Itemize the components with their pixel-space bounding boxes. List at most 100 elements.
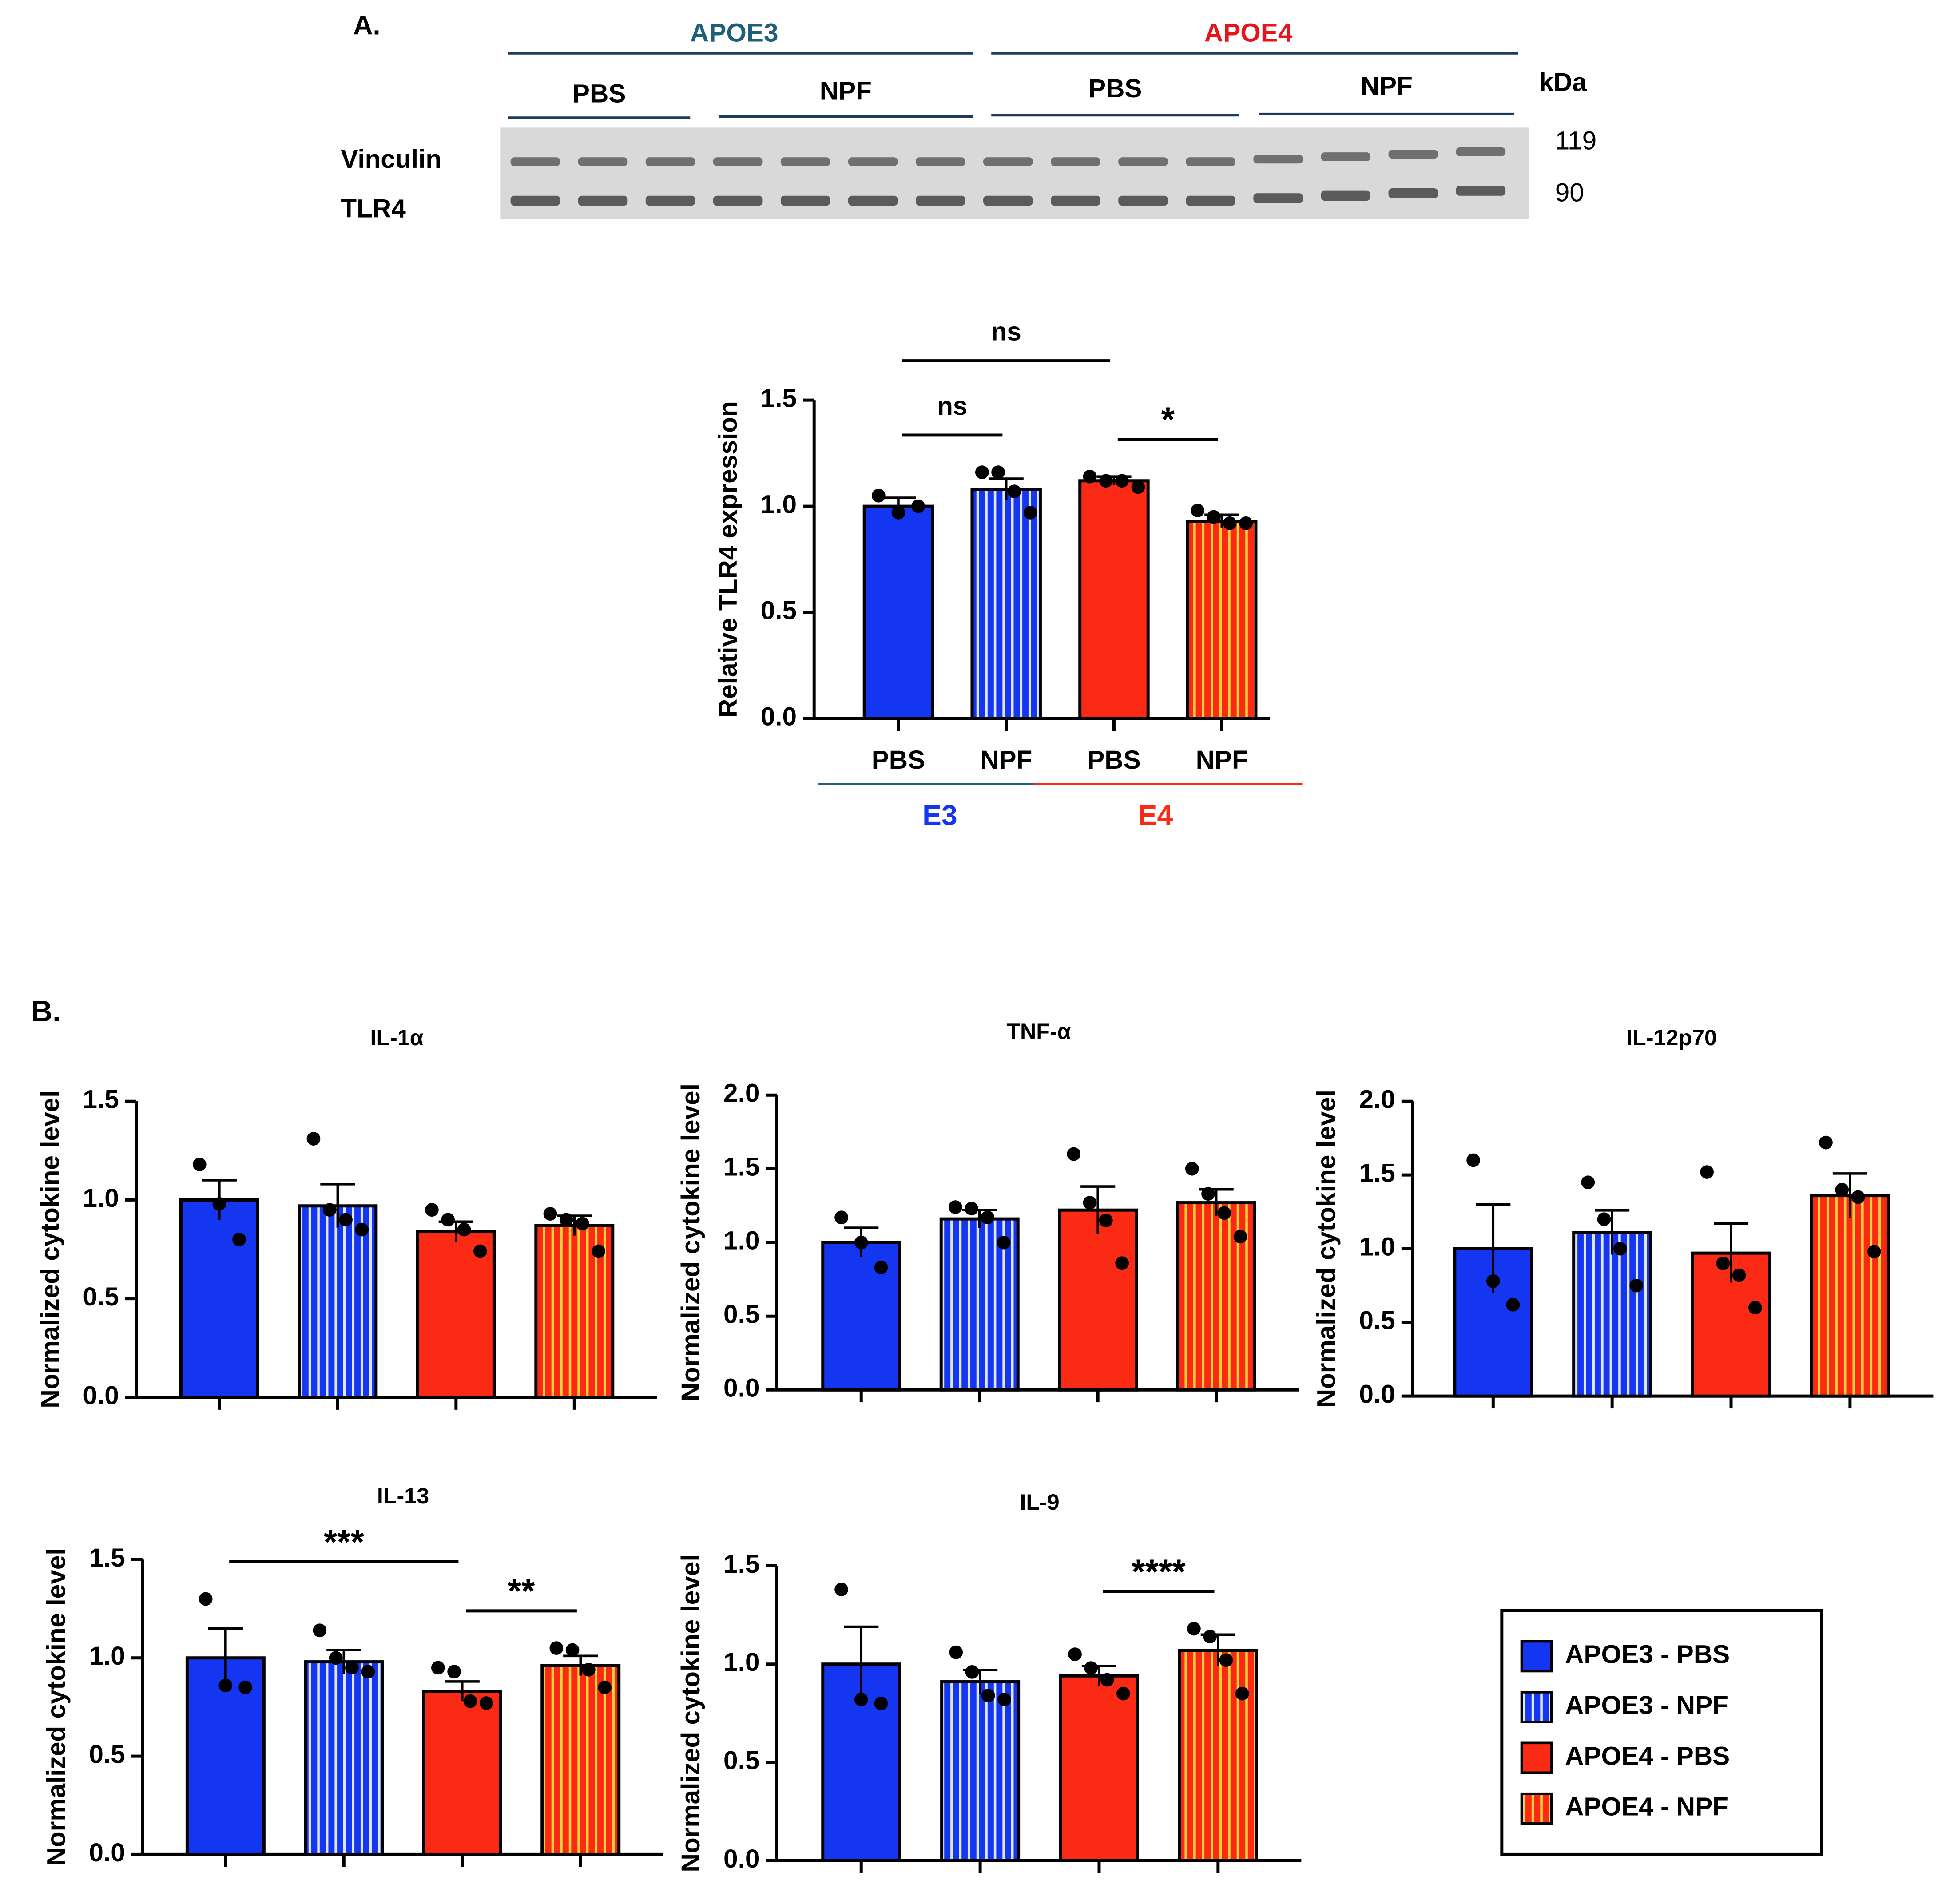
bar [1059,1674,1139,1862]
legend-swatch [1520,1640,1553,1673]
band [1118,195,1168,206]
data-point [965,1202,978,1216]
bar [862,504,934,720]
band-name: Vinculin [341,145,441,174]
band-name: TLR4 [341,194,406,223]
band [1186,157,1235,166]
data-point [1613,1242,1627,1256]
band-size: 119 [1555,126,1596,155]
band [983,157,1033,166]
bar [1178,1649,1258,1862]
band [645,157,695,166]
band [848,157,898,166]
data-point [891,506,905,520]
band [1456,147,1506,156]
data-point [339,1213,353,1227]
legend-swatch [1520,1741,1553,1774]
y-tick-label: 1.5 [723,1153,759,1182]
data-point [981,1210,995,1225]
y-tick-label: 0.0 [1359,1380,1395,1409]
data-point [1486,1274,1500,1288]
comparison-label: *** [324,1522,365,1561]
band [1253,193,1303,203]
band [1321,190,1371,201]
data-point [1187,1622,1201,1636]
data-point [1819,1135,1833,1150]
chart-title: IL-9 [1020,1490,1059,1515]
data-point [212,1197,226,1211]
chart-title: TNF-α [1006,1019,1071,1044]
data-point [463,1694,477,1708]
data-point [355,1222,369,1237]
data-point [345,1661,359,1675]
data-point [1131,480,1145,494]
data-point [1716,1257,1730,1270]
data-point [1201,1187,1215,1201]
genotype-label: APOE3 [690,19,778,48]
comparison-label: **** [1132,1552,1186,1591]
chart-title: IL-1α [370,1025,424,1050]
y-tick-label: 0.5 [83,1282,119,1311]
data-point [1203,1630,1217,1644]
data-point [1219,1653,1233,1667]
treatment-label: PBS [1088,74,1142,103]
data-point [306,1132,321,1146]
data-point [457,1222,471,1237]
bar [304,1660,384,1856]
data-point [1023,506,1037,520]
error-bar [1595,1209,1630,1255]
legend-box [1500,1609,1823,1856]
y-tick-label: 1.5 [1359,1159,1395,1188]
y-axis-label: Normalized cytokine level [676,1554,705,1872]
error-bar [445,1680,480,1702]
chart-title: IL-13 [377,1484,429,1508]
y-tick-label: 0.5 [761,596,797,625]
data-point [874,1696,888,1710]
data-point [1217,1206,1231,1220]
data-point [948,1200,962,1214]
genotype-label: APOE4 [1204,19,1293,48]
band [510,157,560,166]
comparison-label: ** [508,1571,535,1610]
data-point [1629,1278,1643,1293]
data-point [559,1213,573,1227]
data-point [1191,504,1205,518]
treatment-label: NPF [1361,72,1413,101]
panel-label: A. [353,10,380,41]
error-bar [1713,1222,1749,1283]
bar [940,1680,1021,1862]
band [510,195,560,206]
y-tick-label: 0.5 [1359,1306,1395,1335]
data-point [1185,1162,1199,1176]
group-label: E4 [1138,799,1173,831]
data-point [199,1592,213,1606]
error-bar [844,1625,879,1702]
bar [1453,1247,1533,1398]
band [1388,188,1438,198]
y-tick-label: 1.0 [1359,1233,1395,1261]
y-tick-label: 1.5 [723,1550,759,1579]
data-point [598,1680,612,1694]
y-axis-label: Normalized cytokine level [36,1090,65,1408]
data-point [1115,474,1129,488]
data-point [1099,1214,1113,1227]
band [713,195,763,206]
bar [179,1198,259,1399]
data-point [874,1261,888,1275]
band [1186,195,1235,206]
chart-title: IL-12p70 [1626,1025,1717,1050]
bar [1186,520,1258,720]
data-point [1116,1686,1130,1701]
legend-swatch [1520,1792,1553,1825]
y-tick-label: 0.5 [723,1746,759,1775]
band [1456,186,1506,196]
x-tick-label: NPF [1196,746,1248,774]
y-axis-label: Normalized cytokine level [1312,1090,1341,1408]
legend-label: APOE4 - PBS [1565,1741,1730,1770]
treatment-label: PBS [572,79,626,108]
data-point [592,1244,606,1258]
data-point [949,1645,963,1659]
y-tick-label: 2.0 [723,1079,759,1108]
data-point [232,1232,246,1246]
band [713,157,763,166]
